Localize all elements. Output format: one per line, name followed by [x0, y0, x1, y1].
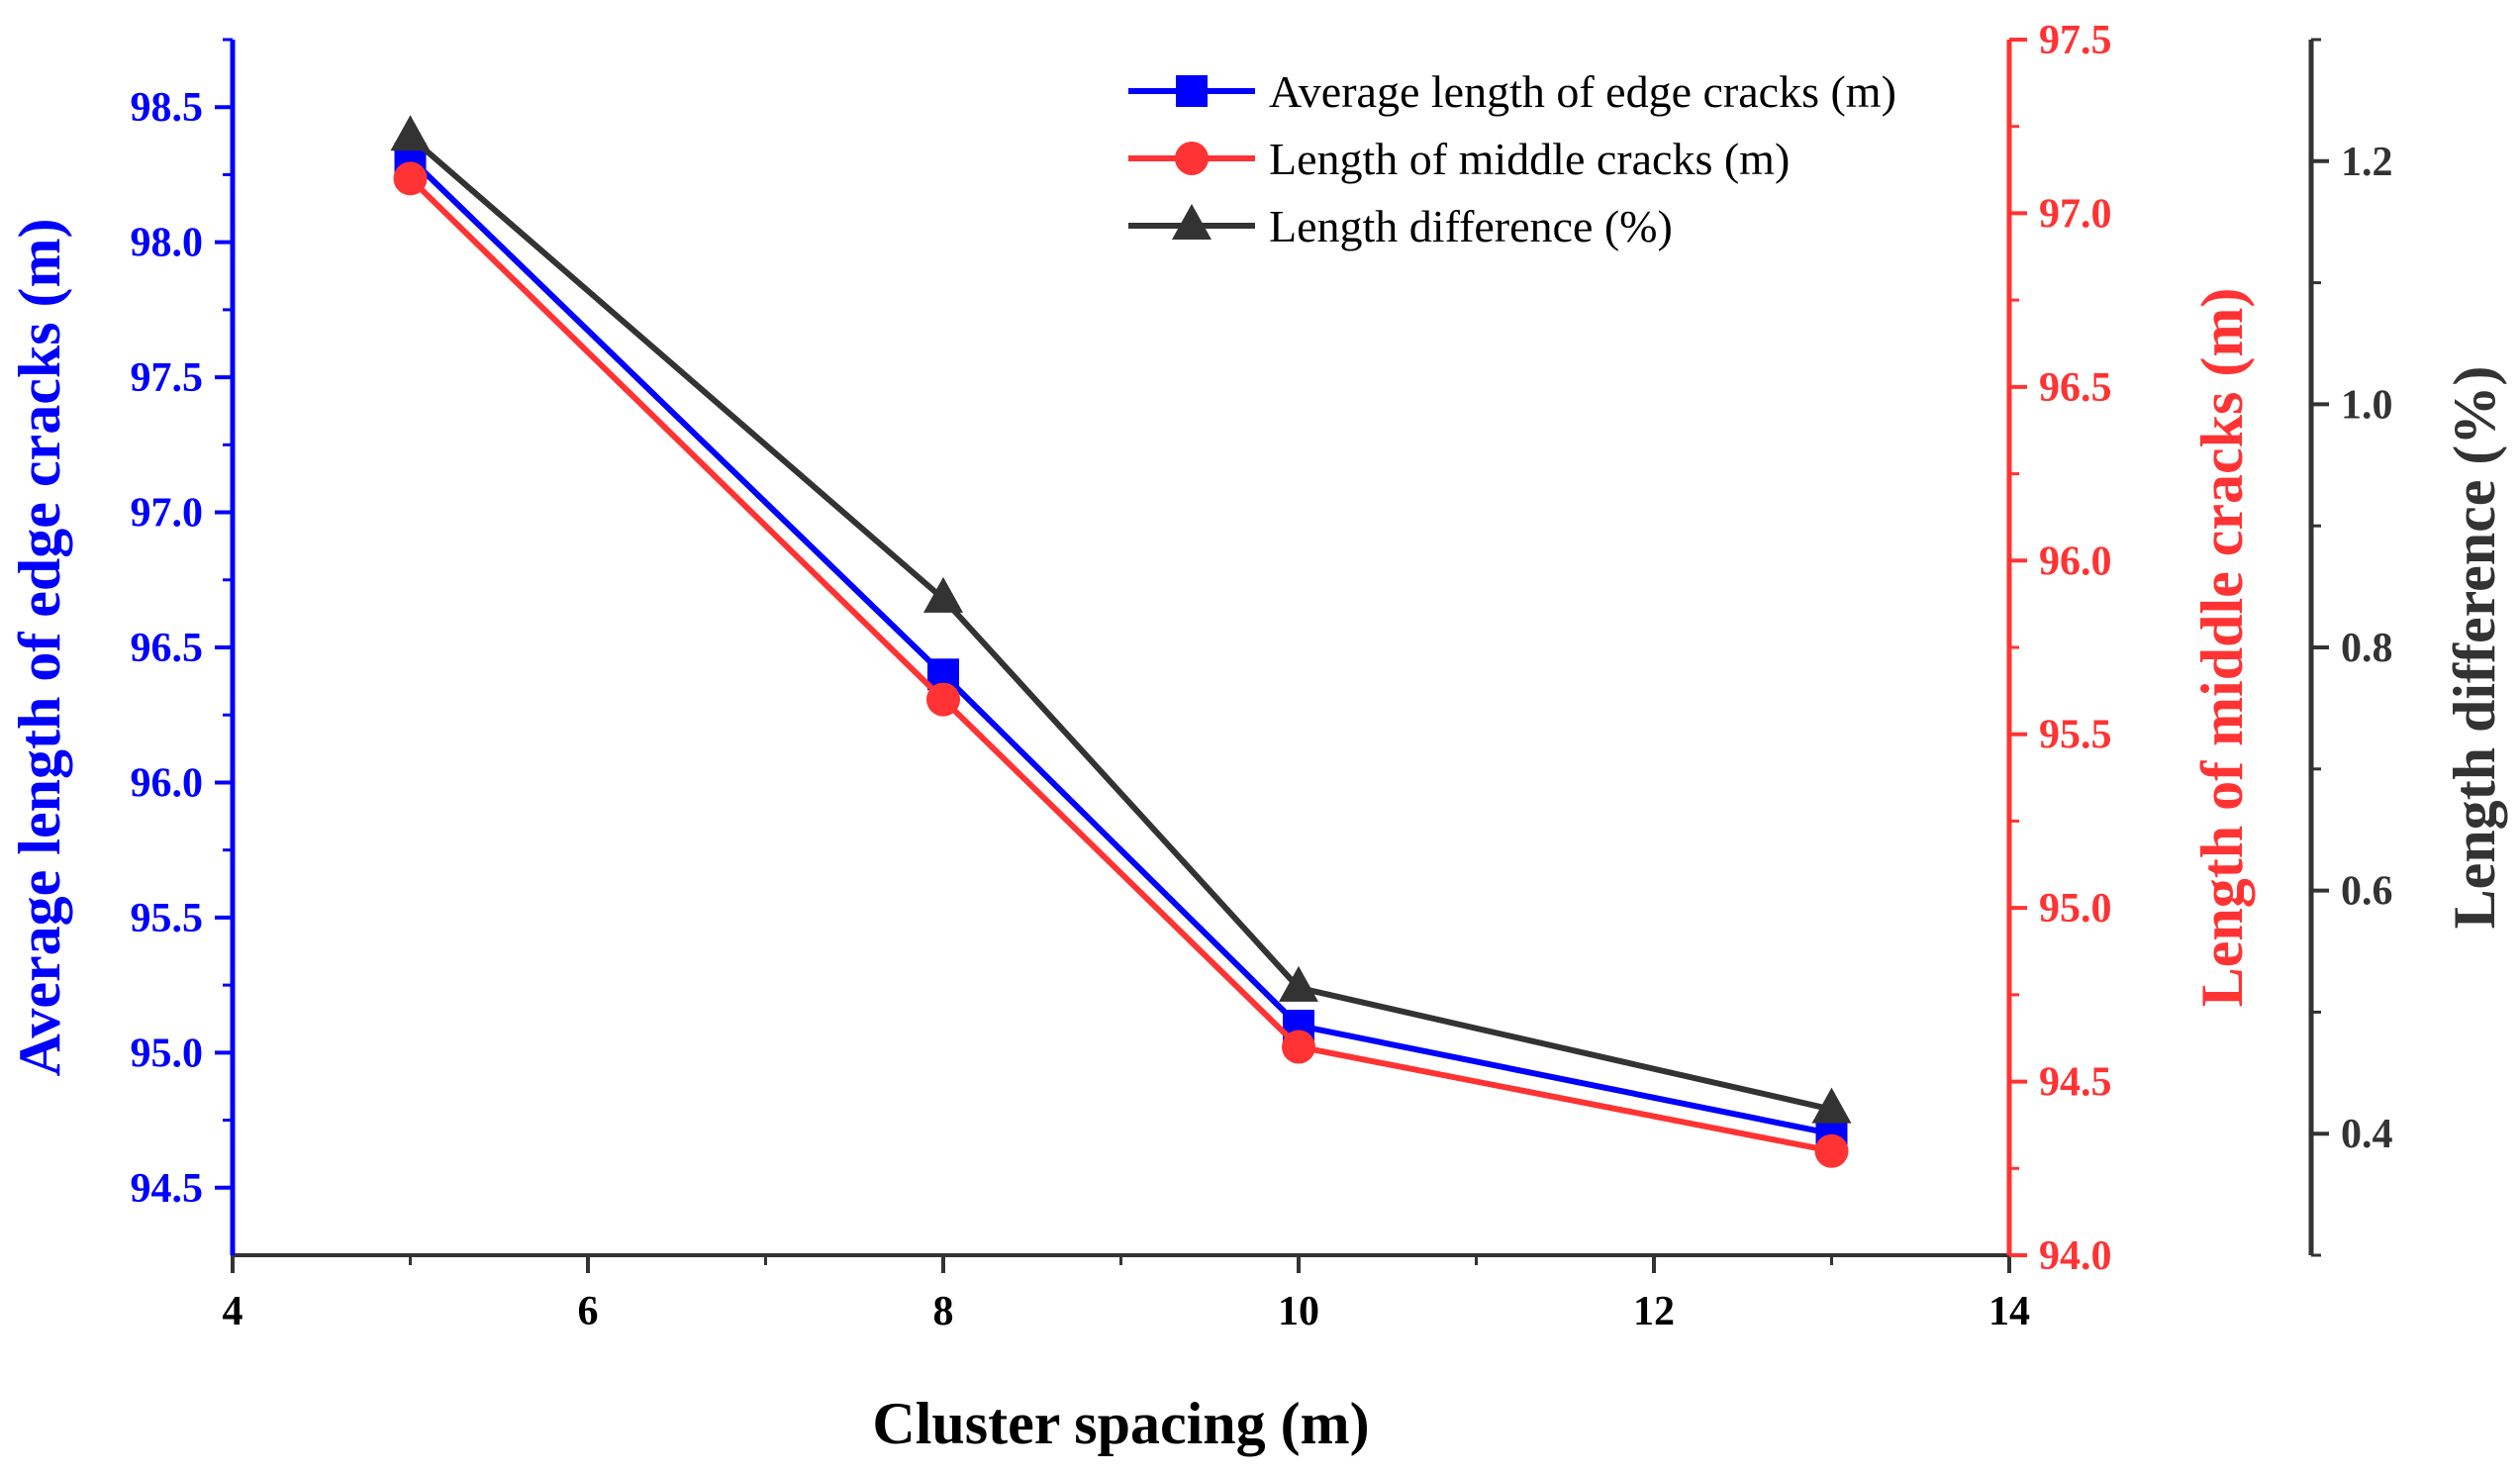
left-tick-label-6: 97.5: [131, 355, 204, 401]
left-axis-title: Average length of edge cracks (m): [7, 219, 72, 1077]
legend-marker-1: [1175, 142, 1209, 175]
left-tick-label-2: 95.5: [131, 896, 204, 941]
left-tick-label-3: 96.0: [131, 760, 204, 806]
x-tick-label-4: 12: [1633, 1289, 1675, 1334]
series-1-point-0: [393, 161, 428, 196]
series-2-line: [408, 134, 1833, 1113]
offset-tick-label-2: 0.8: [2341, 626, 2393, 671]
left-tick-label-7: 98.0: [131, 221, 204, 266]
offset-tick-label-0: 0.4: [2341, 1112, 2393, 1157]
legend: Average length of edge cracks (m) Length …: [1128, 66, 1896, 251]
x-tick-label-5: 14: [1988, 1289, 2030, 1334]
series-1-line: [408, 176, 1833, 1154]
right-tick-label-6: 97.0: [2039, 191, 2112, 237]
right-tick-label-2: 95.0: [2039, 886, 2112, 932]
series-1: [393, 161, 1849, 1168]
left-tick-label-0: 94.5: [131, 1166, 204, 1212]
series-2: [390, 115, 1852, 1124]
right-axis-title: Length of middle cracks (m): [2189, 288, 2255, 1008]
offset-axis-title: Length difference (%): [2442, 366, 2507, 930]
legend-entry-2: Length difference (%): [1128, 201, 1673, 251]
legend-marker-0: [1176, 75, 1208, 107]
left-tick-label-5: 97.0: [131, 491, 204, 537]
legend-label-2: Length difference (%): [1269, 201, 1673, 251]
left-tick-label-4: 96.5: [131, 626, 204, 671]
series-2-point-0: [390, 115, 431, 151]
series-layer: [390, 115, 1852, 1168]
right-tick-label-3: 95.5: [2039, 713, 2112, 758]
axes-layer: 4 6 8 10 12 14 94.5 95.0 95.5 96.0 96.5 97.0 97.5 98.…: [7, 18, 2507, 1334]
left-tick-label-8: 98.5: [131, 85, 204, 131]
series-2-point-2: [1279, 965, 1318, 1002]
x-tick-label-0: 4: [223, 1289, 243, 1334]
x-axis-title: Cluster spacing (m): [872, 1391, 1369, 1456]
legend-marker-2: [1172, 204, 1212, 240]
legend-entry-1: Length of middle cracks (m): [1128, 134, 1790, 184]
right-tick-label-7: 97.5: [2039, 18, 2112, 63]
offset-tick-label-4: 1.2: [2341, 140, 2393, 185]
right-tick-label-0: 94.0: [2039, 1233, 2112, 1279]
series-0: [394, 143, 1848, 1150]
left-tick-label-1: 95.0: [131, 1031, 204, 1076]
series-1-point-1: [926, 682, 960, 717]
legend-label-0: Average length of edge cracks (m): [1269, 66, 1896, 117]
right-tick-label-1: 94.5: [2039, 1060, 2112, 1106]
legend-label-1: Length of middle cracks (m): [1269, 134, 1790, 184]
right-tick-label-4: 96.0: [2039, 539, 2112, 584]
legend-entry-0: Average length of edge cracks (m): [1128, 66, 1896, 117]
right-tick-label-5: 96.5: [2039, 365, 2112, 411]
offset-tick-label-3: 1.0: [2341, 382, 2393, 428]
series-2-point-3: [1811, 1087, 1852, 1124]
series-2-point-1: [923, 576, 963, 613]
offset-tick-label-1: 0.6: [2341, 869, 2393, 915]
x-tick-label-1: 6: [578, 1289, 599, 1334]
series-1-point-3: [1814, 1133, 1849, 1168]
series-0-line: [408, 155, 1833, 1137]
x-tick-label-2: 8: [933, 1289, 954, 1334]
series-1-point-2: [1282, 1030, 1315, 1064]
x-tick-label-3: 10: [1278, 1289, 1319, 1334]
